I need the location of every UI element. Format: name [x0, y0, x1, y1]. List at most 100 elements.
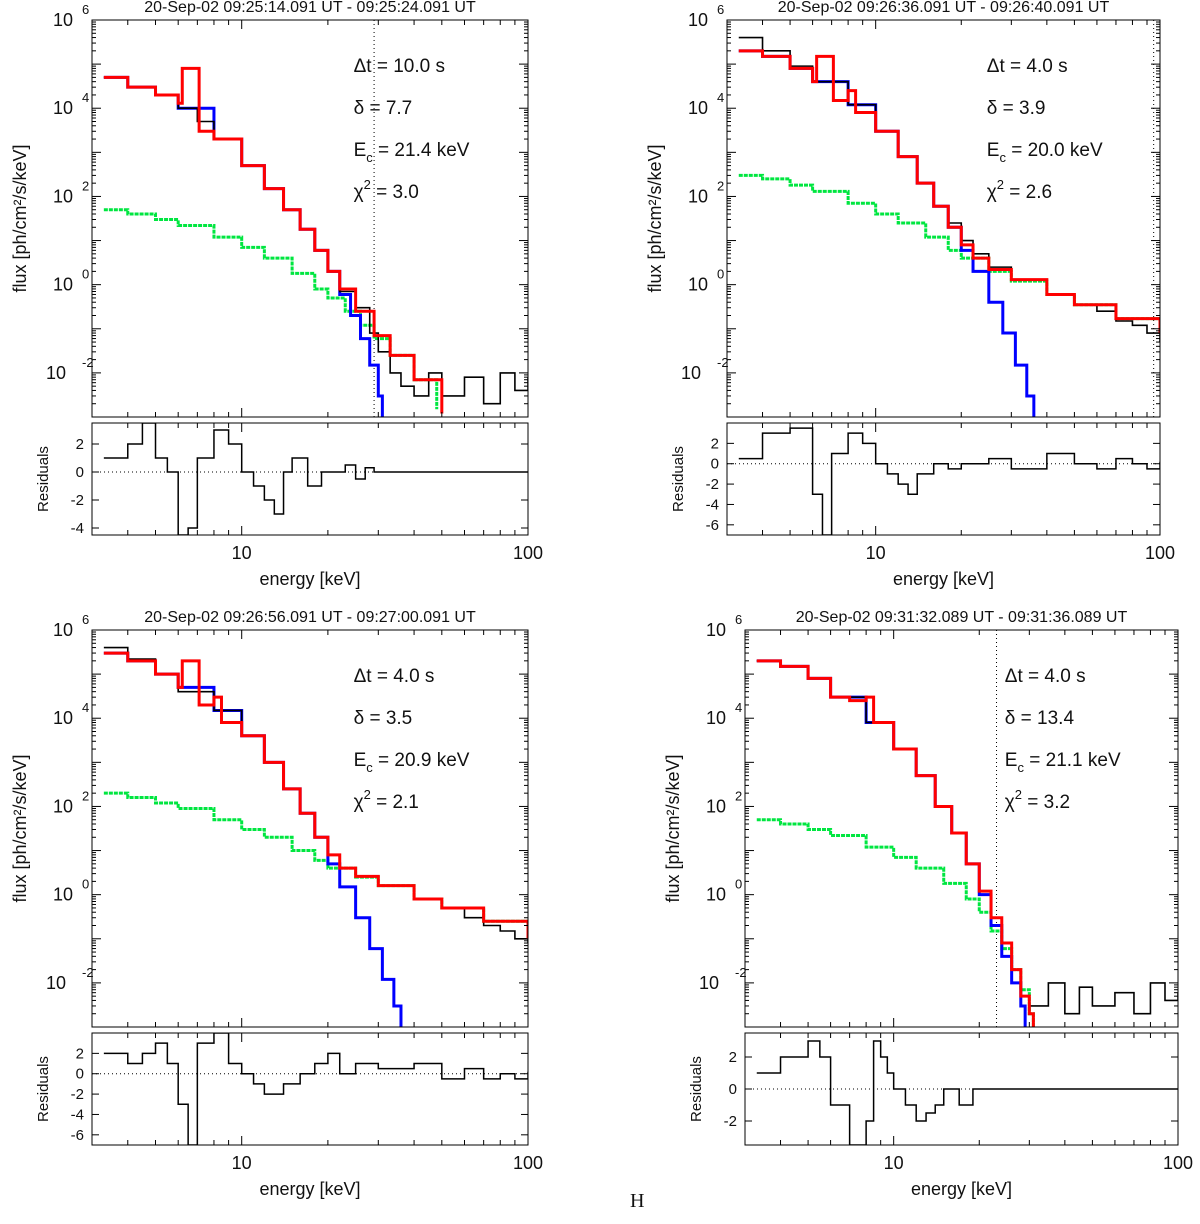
fit-parameter: χ2 = 3.2 — [1005, 787, 1070, 813]
residual-tick-label: -2 — [71, 1086, 84, 1103]
residuals-label: Residuals — [670, 446, 687, 512]
residual-axes-frame — [91, 1032, 529, 1146]
residual-tick-label: -2 — [71, 492, 84, 509]
time-range-title: 20-Sep-02 09:26:56.091 UT - 09:27:00.091… — [144, 609, 476, 626]
residual-tick-label: -2 — [724, 1113, 737, 1130]
y-tick-exponent: 2 — [735, 788, 742, 803]
x-axis-label: energy [keV] — [259, 1179, 360, 1199]
x-tick-label: 100 — [1145, 543, 1175, 563]
y-tick-exponent: 2 — [82, 788, 89, 803]
fit-parameter: Δt = 10.0 s — [354, 56, 445, 77]
residual-line — [103, 1033, 528, 1145]
y-axis-label: flux [ph/cm²/s/keV] — [10, 144, 30, 292]
residual-line — [103, 423, 528, 535]
residual-tick-label: -2 — [706, 476, 719, 493]
y-tick-exponent: 0 — [735, 877, 742, 892]
residual-line — [738, 427, 1160, 535]
main-axes-frame — [91, 19, 529, 418]
y-tick-exponent: 2 — [717, 178, 724, 193]
fit-parameter: δ = 13.4 — [1005, 708, 1075, 729]
time-range-title: 20-Sep-02 09:26:36.091 UT - 09:26:40.091… — [778, 0, 1110, 16]
residual-axes-frame — [726, 422, 1161, 536]
fit-parameter: δ = 3.5 — [354, 708, 413, 729]
main-axes-frame — [726, 19, 1161, 418]
x-tick-label: 10 — [884, 1153, 904, 1173]
y-axis-label: flux [ph/cm²/s/keV] — [10, 754, 30, 902]
y-tick-exponent: 4 — [717, 90, 724, 105]
residual-tick-label: -6 — [71, 1127, 84, 1144]
y-tick-exponent: -2 — [82, 355, 94, 370]
series-line-4 — [103, 66, 444, 414]
y-tick-exponent: 4 — [82, 90, 89, 105]
x-tick-label: 100 — [513, 543, 543, 563]
y-tick-label: 10 — [53, 885, 73, 905]
y-tick-label: 10 — [706, 885, 726, 905]
x-tick-label: 10 — [232, 1153, 252, 1173]
residuals-label: Residuals — [688, 1056, 705, 1122]
y-tick-label: 10 — [706, 796, 726, 816]
fit-parameter: χ2 = 2.1 — [354, 787, 419, 813]
residual-tick-label: -4 — [71, 1106, 84, 1123]
y-tick-label: 10 — [688, 275, 708, 295]
residual-axes-frame — [91, 422, 529, 536]
residual-tick-label: 2 — [729, 1049, 737, 1066]
residual-tick-label: -4 — [71, 520, 84, 537]
y-tick-label: 10 — [706, 620, 726, 640]
residual-tick-label: 2 — [76, 1045, 84, 1062]
series-line-3 — [103, 646, 528, 944]
y-tick-exponent: 6 — [82, 2, 89, 17]
residual-tick-label: 2 — [711, 435, 719, 452]
residual-tick-label: -4 — [706, 496, 719, 513]
y-tick-exponent: 0 — [82, 267, 89, 282]
fit-parameter: χ2 = 2.6 — [987, 177, 1052, 203]
y-tick-exponent: 6 — [717, 2, 724, 17]
y-tick-label: 10 — [688, 98, 708, 118]
x-tick-label: 100 — [513, 1153, 543, 1173]
time-range-title: 20-Sep-02 09:31:32.089 UT - 09:31:36.089… — [796, 609, 1128, 626]
y-axis-label: flux [ph/cm²/s/keV] — [663, 754, 683, 902]
residual-line — [756, 1040, 1178, 1145]
series-line-4 — [756, 659, 1035, 1027]
residual-tick-label: 0 — [729, 1081, 737, 1098]
series-line-4 — [103, 651, 528, 939]
y-tick-label: 10 — [53, 796, 73, 816]
residuals-label: Residuals — [35, 1056, 52, 1122]
main-axes-frame — [91, 629, 529, 1028]
y-tick-label: 10 — [53, 620, 73, 640]
y-tick-exponent: 4 — [82, 700, 89, 715]
fit-parameter: Δt = 4.0 s — [354, 666, 435, 687]
y-tick-exponent: 0 — [82, 877, 89, 892]
y-tick-label: 10 — [699, 973, 719, 993]
y-axis-label: flux [ph/cm²/s/keV] — [645, 144, 665, 292]
x-axis-label: energy [keV] — [911, 1179, 1012, 1199]
series-line-1 — [738, 173, 1160, 334]
y-tick-label: 10 — [53, 186, 73, 206]
fit-parameter: Δt = 4.0 s — [1005, 666, 1086, 687]
y-tick-label: 10 — [688, 186, 708, 206]
fit-parameter: δ = 3.9 — [987, 98, 1046, 119]
fit-parameter: δ = 7.7 — [354, 98, 413, 119]
y-tick-exponent: 6 — [735, 612, 742, 627]
y-tick-label: 10 — [53, 708, 73, 728]
spectrum-panel-2: 20-Sep-02 09:26:36.091 UT - 09:26:40.091… — [645, 0, 1175, 589]
footer-mark: H — [630, 1190, 645, 1212]
main-axes-frame — [744, 629, 1179, 1028]
fit-parameter: Ec = 20.0 keV — [987, 140, 1103, 165]
fit-parameter: Ec = 21.1 keV — [1005, 750, 1121, 775]
residuals-label: Residuals — [35, 446, 52, 512]
series-line-1 — [103, 208, 439, 410]
y-tick-label: 10 — [53, 275, 73, 295]
series-line-2 — [756, 659, 1027, 1027]
y-tick-exponent: -2 — [82, 965, 94, 980]
y-tick-label: 10 — [46, 973, 66, 993]
x-axis-label: energy [keV] — [893, 569, 994, 589]
series-line-3 — [738, 36, 1160, 343]
x-axis-label: energy [keV] — [259, 569, 360, 589]
y-tick-exponent: -2 — [735, 965, 747, 980]
residual-tick-label: 0 — [76, 464, 84, 481]
residual-tick-label: 0 — [76, 1066, 84, 1083]
y-tick-label: 10 — [681, 363, 701, 383]
y-tick-exponent: 2 — [82, 178, 89, 193]
